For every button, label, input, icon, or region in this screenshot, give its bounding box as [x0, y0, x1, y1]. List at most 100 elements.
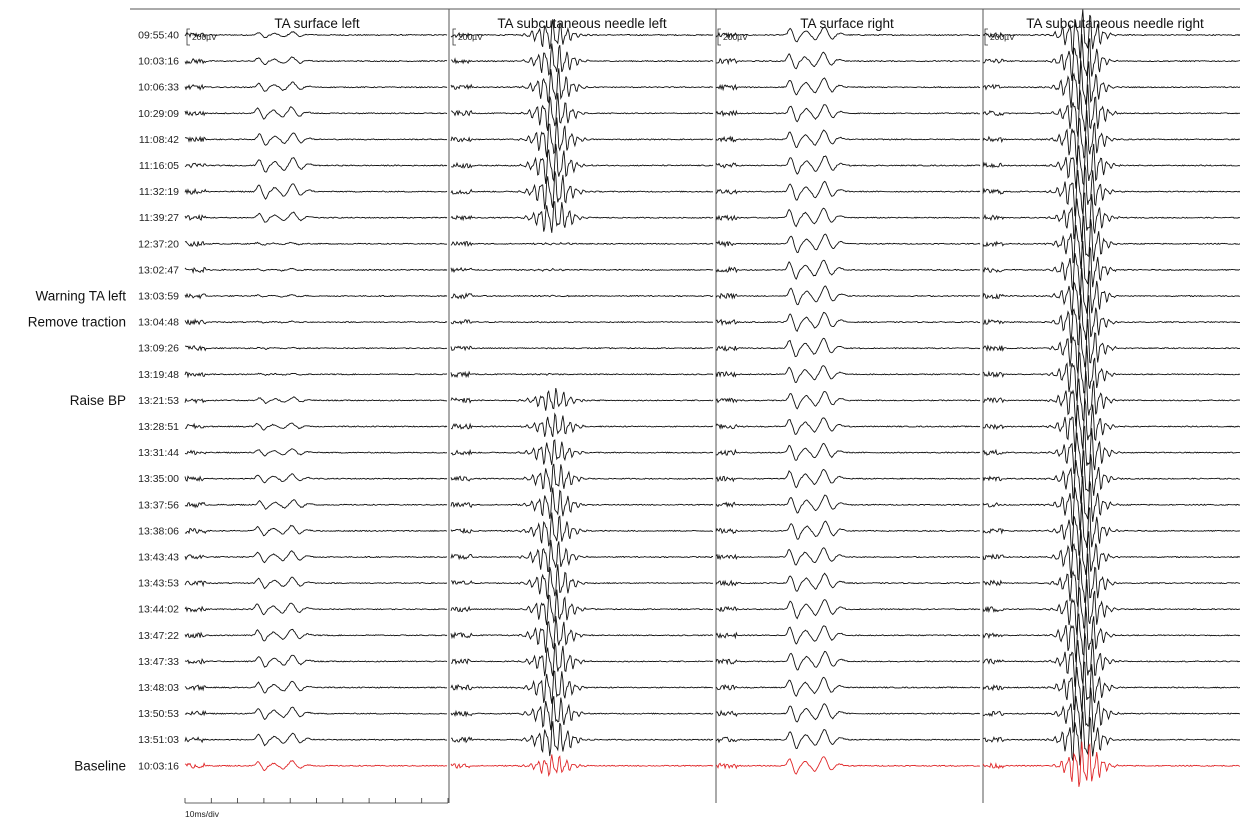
- time-label: 13:09:26: [138, 343, 179, 355]
- scale-label: 200µV: [723, 32, 748, 42]
- time-label: 13:44:02: [138, 604, 179, 616]
- emg-trace: [982, 345, 1240, 401]
- scale-bar: [186, 28, 190, 46]
- emg-trace: [450, 439, 714, 466]
- emg-trace: [184, 499, 448, 510]
- emg-trace: [982, 319, 1240, 374]
- emg-trace: [983, 294, 1240, 346]
- emg-trace: [715, 337, 981, 358]
- time-label: 13:35:00: [138, 473, 179, 485]
- event-label: Raise BP: [70, 393, 126, 408]
- emg-trace: [982, 606, 1240, 663]
- time-label: 10:29:09: [138, 108, 179, 120]
- emg-trace: [184, 157, 448, 173]
- emg-trace: [184, 240, 448, 248]
- emg-trace: [715, 207, 980, 228]
- emg-trace: [184, 628, 448, 642]
- emg-trace: [982, 553, 1240, 608]
- emg-trace: [715, 180, 981, 201]
- emg-trace: [450, 564, 714, 600]
- emg-trace: [450, 670, 713, 704]
- emg-trace: [982, 476, 1240, 531]
- emg-trace: [715, 77, 981, 96]
- emg-trace: [184, 732, 447, 747]
- panel-title: TA subcutaneous needle left: [497, 16, 667, 31]
- emg-trace: [184, 371, 448, 379]
- emg-trace: [184, 56, 448, 65]
- emg-trace: [982, 110, 1240, 165]
- time-label: 13:43:53: [138, 578, 179, 590]
- emg-trace: [450, 370, 714, 379]
- emg-trace: [715, 520, 980, 540]
- emg-trace: [451, 642, 714, 677]
- emg-trace: [982, 632, 1240, 687]
- emg-trace: [184, 396, 448, 405]
- emg-trace: [715, 233, 981, 254]
- emg-trace: [450, 387, 714, 411]
- emg-trace: [715, 703, 981, 723]
- emg-trace: [715, 391, 981, 410]
- emg-trace: [715, 365, 981, 384]
- time-label: 11:08:42: [139, 134, 179, 146]
- emg-trace: [982, 529, 1240, 581]
- emg-trace: [450, 589, 714, 626]
- timebase-label: 10ms/div: [185, 809, 220, 819]
- time-label: 13:38:06: [138, 525, 179, 537]
- emg-trace: [715, 572, 981, 592]
- emg-trace: [184, 680, 448, 694]
- baseline-trace: [450, 754, 714, 777]
- emg-trace: [715, 650, 980, 671]
- time-label: 13:02:47: [138, 264, 179, 276]
- panel-titles: TA surface left TA subcutaneous needle le…: [274, 16, 1204, 31]
- emg-trace: [450, 117, 714, 158]
- time-label: 13:37:56: [138, 499, 179, 511]
- emg-trace: [184, 422, 448, 431]
- emg-trace: [184, 132, 448, 146]
- baseline-trace: [982, 741, 1240, 787]
- emg-trace: [715, 104, 981, 123]
- emg-trace: [715, 625, 981, 645]
- scale-bar: [452, 28, 456, 46]
- scale-label: 200µV: [458, 32, 483, 42]
- time-label: 11:39:27: [139, 212, 179, 224]
- emg-trace: [982, 164, 1240, 217]
- time-label: 09:55:40: [138, 30, 179, 42]
- emg-trace: [450, 266, 714, 273]
- emg-trace: [982, 685, 1240, 740]
- emg-trace: [184, 654, 448, 668]
- time-label: 12:37:20: [138, 238, 179, 250]
- emg-trace: [450, 487, 714, 519]
- emg-trace: [982, 661, 1240, 712]
- time-label: 13:51:03: [138, 734, 179, 746]
- timebase-ruler: 10ms/div: [184, 798, 449, 819]
- emg-trace: [450, 616, 714, 653]
- time-label: 13:48:03: [138, 682, 179, 694]
- emg-trace: [982, 398, 1240, 452]
- emg-trace: [184, 211, 448, 223]
- emg-trace: [184, 266, 448, 275]
- time-label: 13:50:53: [138, 708, 179, 720]
- emg-trace: [982, 60, 1240, 111]
- emg-trace: [184, 292, 448, 300]
- emg-trace: [184, 524, 448, 537]
- time-label: 13:28:51: [138, 421, 179, 433]
- emg-trace: [450, 201, 714, 233]
- emg-trace: [715, 468, 981, 489]
- time-label: 10:06:33: [138, 82, 179, 94]
- time-label: 11:32:19: [139, 186, 179, 198]
- emg-trace: [715, 417, 981, 435]
- emg-trace: [982, 9, 1240, 59]
- emg-trace: [450, 695, 714, 731]
- emg-trace: [450, 539, 713, 572]
- emg-trace: [450, 319, 714, 325]
- emg-trace: [450, 240, 714, 248]
- emg-trace: [715, 311, 981, 333]
- baseline-trace: [715, 756, 981, 775]
- time-label: 13:04:48: [138, 317, 179, 329]
- emg-trace: [982, 192, 1240, 242]
- emg-trace: [982, 450, 1240, 504]
- emg-trace: [450, 512, 714, 547]
- emg-trace: [184, 706, 448, 720]
- emg-trace: [982, 502, 1240, 556]
- scale-bar: [717, 28, 721, 46]
